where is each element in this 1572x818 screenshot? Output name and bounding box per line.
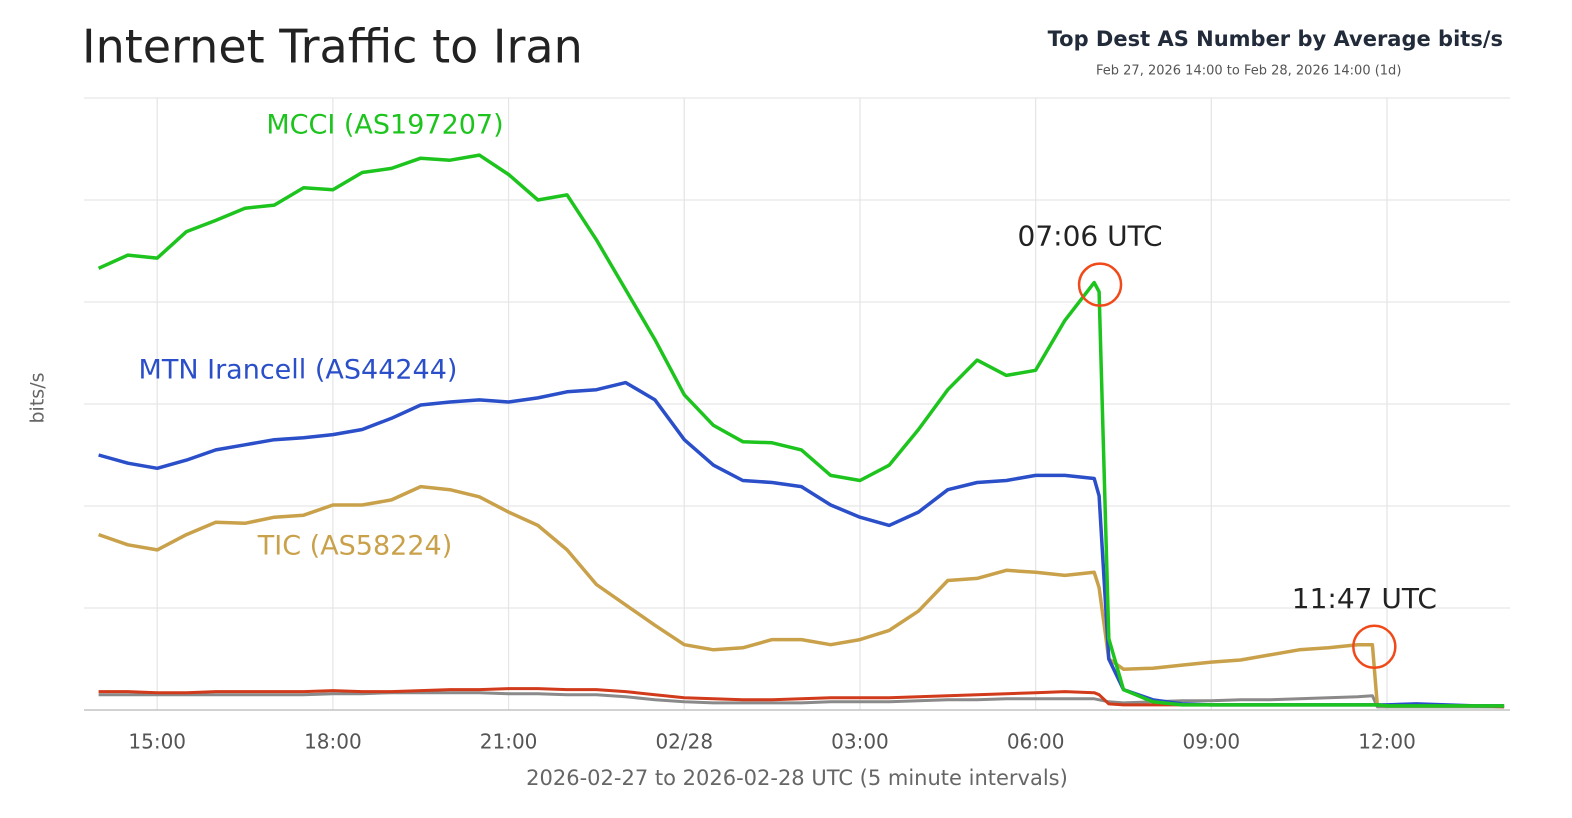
panel-header: Top Dest AS Number by Average bits/s bbox=[1048, 27, 1503, 51]
series-line bbox=[97, 153, 1505, 708]
chart-title: Internet Traffic to Iran bbox=[82, 20, 583, 74]
panel-subtitle: Feb 27, 2026 14:00 to Feb 28, 2026 14:00… bbox=[1096, 64, 1401, 79]
annotation-label: 07:06 UTC bbox=[1018, 220, 1163, 253]
series-label: MCCI (AS197207) bbox=[266, 110, 503, 141]
series-label: MTN Irancell (AS44244) bbox=[139, 355, 458, 386]
x-tick-label: 09:00 bbox=[1183, 730, 1241, 754]
x-axis-label: 2026-02-27 to 2026-02-28 UTC (5 minute i… bbox=[526, 766, 1068, 790]
x-tick-label: 12:00 bbox=[1358, 730, 1416, 754]
x-tick-label: 06:00 bbox=[1007, 730, 1065, 754]
x-tick-label: 15:00 bbox=[128, 730, 186, 754]
x-tick-label: 21:00 bbox=[480, 730, 538, 754]
series-line bbox=[98, 691, 1505, 709]
annotation-circle bbox=[1077, 262, 1123, 307]
annotation-label: 11:47 UTC bbox=[1292, 582, 1437, 615]
series-line bbox=[98, 484, 1505, 708]
x-tick-label: 03:00 bbox=[831, 730, 889, 754]
annotation-circle bbox=[1352, 624, 1397, 670]
x-tick-label: 18:00 bbox=[304, 730, 362, 754]
series-label: TIC (AS58224) bbox=[257, 531, 452, 562]
x-tick-label: 02/28 bbox=[655, 730, 713, 754]
y-axis-label: bits/s bbox=[27, 373, 49, 424]
